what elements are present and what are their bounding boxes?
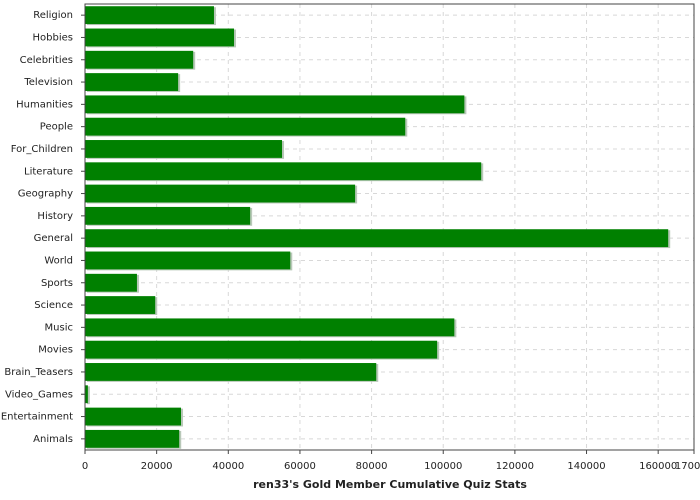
x-tick-label: 120000 xyxy=(496,461,534,472)
y-tick-label: Religion xyxy=(33,10,73,21)
x-tick-label: 100000 xyxy=(424,461,462,472)
bar xyxy=(85,407,182,426)
bar xyxy=(85,273,137,292)
bar xyxy=(85,340,438,359)
y-tick-label: Animals xyxy=(33,434,73,445)
chart-title: ren33's Gold Member Cumulative Quiz Stat… xyxy=(253,478,527,491)
bar xyxy=(85,140,283,158)
bar xyxy=(85,50,194,69)
y-tick-label: Humanities xyxy=(16,99,73,110)
bar xyxy=(85,95,465,114)
x-tick-label: 20000 xyxy=(141,461,173,472)
bar xyxy=(85,296,156,314)
y-tick-label: Literature xyxy=(24,166,73,177)
y-tick-label: For_Children xyxy=(11,144,73,155)
bar xyxy=(85,318,455,337)
bar xyxy=(85,162,482,181)
x-tick-label: 60000 xyxy=(284,461,316,472)
y-tick-label: Science xyxy=(34,300,73,311)
y-tick-label: Hobbies xyxy=(33,32,73,43)
bar xyxy=(85,73,179,91)
y-tick-label: Geography xyxy=(18,189,73,200)
y-tick-label: General xyxy=(34,233,73,244)
y-tick-label: Entertainment xyxy=(1,412,73,423)
bar xyxy=(85,28,235,47)
bar xyxy=(85,184,356,203)
x-tick-label: 0 xyxy=(82,461,88,472)
y-tick-label: Movies xyxy=(38,345,73,356)
bar xyxy=(85,363,377,381)
plot-frame xyxy=(84,3,695,451)
bar xyxy=(85,117,406,136)
y-tick-label: Celebrities xyxy=(20,55,73,66)
bar-shadow xyxy=(87,386,90,405)
x-tick-label: 170000 xyxy=(675,461,700,472)
y-tick-label: World xyxy=(44,255,73,266)
bar xyxy=(85,429,180,448)
y-tick-label: Music xyxy=(45,322,73,333)
x-tick-label: 160000 xyxy=(639,461,677,472)
y-tick-label: Video_Games xyxy=(5,389,73,400)
bar xyxy=(85,385,88,404)
y-tick-label: Brain_Teasers xyxy=(4,367,73,378)
y-tick-label: People xyxy=(40,122,73,133)
bar xyxy=(85,229,669,248)
x-tick-label: 140000 xyxy=(567,461,605,472)
y-tick-label: Sports xyxy=(41,278,73,289)
bar xyxy=(85,251,291,270)
bar xyxy=(85,6,214,25)
x-tick-label: 80000 xyxy=(356,461,388,472)
x-tick-label: 40000 xyxy=(212,461,244,472)
bar xyxy=(85,206,251,225)
y-tick-label: Television xyxy=(23,77,73,88)
y-tick-label: History xyxy=(37,211,73,222)
